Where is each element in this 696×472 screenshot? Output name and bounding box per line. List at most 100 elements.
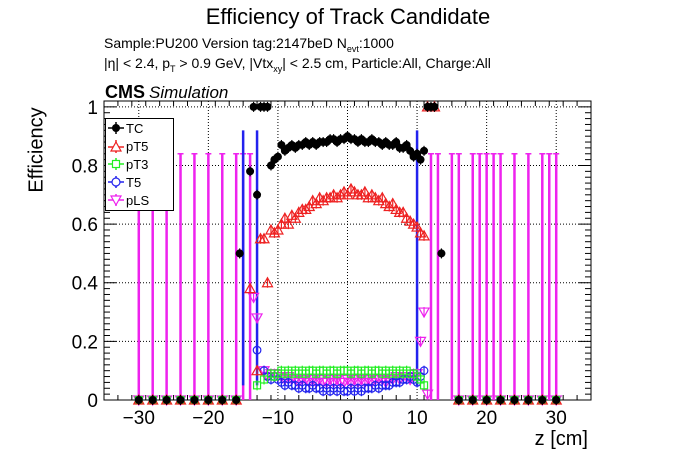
- selection-text-c: | < 2.5 cm, Particle:All, Charge:All: [282, 55, 491, 71]
- tc-point: [134, 396, 143, 404]
- tc-point: [413, 149, 422, 158]
- legend-item-tc: TC: [108, 120, 174, 137]
- tc-point: [263, 102, 272, 111]
- tc-point: [218, 396, 227, 404]
- tc-point: [524, 396, 533, 404]
- x-tick-label: 30: [546, 408, 567, 429]
- tc-point: [468, 396, 477, 404]
- pt5-point: [362, 191, 375, 203]
- y-tick-label: 0.2: [72, 332, 98, 353]
- pt5-point: [299, 203, 312, 215]
- tc-point: [190, 396, 199, 404]
- tc-point: [162, 396, 171, 404]
- tc-point: [420, 146, 429, 155]
- legend-item-pt5: pT5: [108, 138, 174, 155]
- tc-point: [273, 152, 282, 161]
- t5-point: [419, 366, 429, 376]
- legend: TC pT5 pT3 T5 pLS: [105, 118, 174, 211]
- legend-marker-t5: [108, 176, 124, 188]
- tc-point: [552, 396, 561, 404]
- pt5-point: [324, 191, 337, 203]
- pt5-point: [268, 226, 281, 238]
- selection-sub-2: xy: [273, 63, 283, 74]
- legend-item-pt3: pT3: [108, 156, 174, 173]
- tc-point: [454, 396, 463, 404]
- cms-label-box: CMS Simulation: [105, 82, 228, 103]
- pt3-point: [259, 375, 269, 384]
- y-tick-label: 0.4: [72, 274, 99, 295]
- x-tick-label: −20: [192, 408, 224, 429]
- pt5-point: [397, 206, 410, 217]
- pt5-point: [386, 197, 399, 209]
- tc-point: [176, 396, 185, 404]
- tc-point: [437, 249, 446, 258]
- y-tick-label: 0: [87, 391, 98, 412]
- pt5-point: [257, 232, 271, 244]
- tc-point: [246, 167, 255, 176]
- pt5-point: [244, 282, 257, 294]
- tc-point: [148, 396, 157, 404]
- tc-point: [510, 396, 519, 404]
- pls-point: [418, 307, 431, 319]
- tc-point: [232, 396, 241, 404]
- plot-frame: [103, 100, 592, 401]
- chart-title: Efficiency of Track Candidate: [205, 4, 491, 29]
- x-axis-label: z [cm]: [534, 428, 588, 450]
- pt3-point: [252, 381, 262, 390]
- pt5-point: [376, 191, 389, 203]
- pls-point: [421, 389, 434, 401]
- pt5-point: [331, 191, 344, 203]
- pt5-point: [383, 200, 396, 212]
- tc-point: [392, 138, 401, 147]
- pt5-point: [418, 229, 431, 241]
- tc-point: [235, 249, 244, 258]
- pt5-point: [411, 220, 424, 232]
- tc-point: [482, 396, 491, 404]
- tc-point: [430, 102, 439, 111]
- legend-label-pls: pLS: [126, 193, 150, 208]
- pt3-point: [419, 381, 429, 390]
- tc-point: [253, 190, 262, 199]
- pt5-point: [358, 185, 371, 197]
- pls-point: [247, 292, 260, 304]
- x-tick-label: 20: [476, 408, 497, 429]
- tc-point: [277, 140, 286, 149]
- selection-text-b: > 0.9 GeV, |Vtx: [175, 55, 274, 71]
- legend-item-t5: T5: [108, 174, 174, 191]
- pls-point: [414, 336, 427, 348]
- tc-point: [402, 140, 411, 149]
- x-tick-label: 0: [342, 408, 353, 429]
- pt5-point: [275, 217, 288, 229]
- legend-marker-pls: [108, 194, 124, 207]
- tc-point: [496, 396, 505, 404]
- selection-info-line: |η| < 2.4, pT > 0.9 GeV, |Vtxxy| < 2.5 c…: [104, 55, 491, 74]
- sample-info-suffix: :1000: [358, 35, 394, 51]
- legend-marker-tc: [108, 122, 124, 134]
- tc-point: [416, 155, 425, 164]
- legend-label-pt5: pT5: [126, 139, 149, 154]
- legend-marker-pt5: [108, 140, 124, 153]
- tc-point: [406, 146, 415, 155]
- pt5-point: [271, 223, 284, 235]
- tc-point: [266, 161, 275, 170]
- y-tick-label: 0.8: [72, 156, 98, 177]
- legend-label-t5: T5: [126, 175, 142, 190]
- x-tick-label: 10: [407, 408, 428, 429]
- cms-label: CMS: [105, 82, 145, 102]
- y-tick-label: 1: [87, 98, 98, 119]
- pt5-point: [334, 188, 347, 200]
- sample-info-text: Sample:PU200 Version tag:2147beD N: [104, 35, 347, 51]
- simulation-label: Simulation: [149, 83, 229, 102]
- x-tick-label: −30: [123, 408, 155, 429]
- pt5-point: [251, 364, 264, 376]
- t5-point: [252, 345, 262, 355]
- sample-info-line: Sample:PU200 Version tag:2147beD Nevt:10…: [104, 35, 394, 54]
- legend-label-tc: TC: [126, 121, 144, 136]
- x-tick-label: −10: [262, 408, 294, 429]
- pt5-point: [282, 217, 295, 229]
- pls-point: [251, 313, 264, 325]
- y-tick-label: 0.6: [72, 215, 98, 236]
- tc-point: [204, 396, 213, 404]
- tc-point: [538, 396, 547, 404]
- legend-item-pls: pLS: [108, 192, 174, 209]
